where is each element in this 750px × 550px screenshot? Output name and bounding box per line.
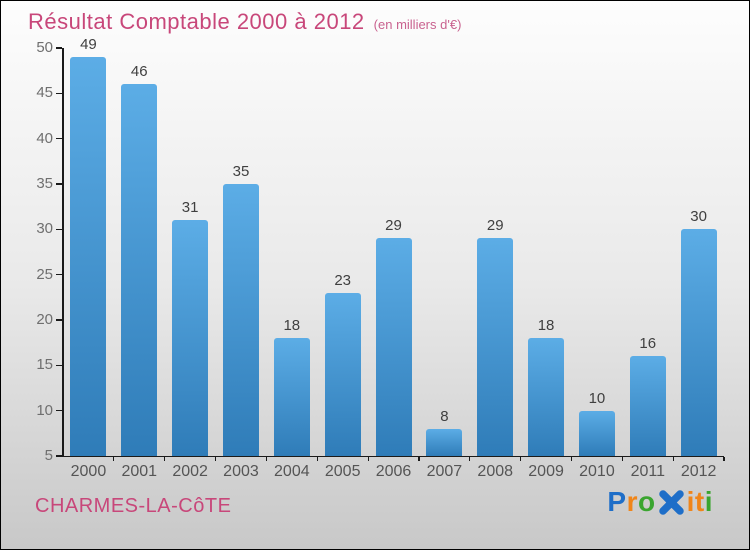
bar-value-label-2002: 31	[181, 199, 199, 217]
x-tick	[570, 457, 573, 461]
x-category-label-2012: 2012	[680, 463, 717, 480]
bar-value-label-2005: 23	[334, 271, 352, 289]
logo-letter-r: r	[626, 486, 638, 517]
y-tick-label-25: 25	[36, 265, 53, 283]
x-tick	[265, 457, 267, 461]
y-tick-label-30: 30	[36, 220, 53, 238]
x-tick	[316, 457, 318, 461]
y-tick-label-10: 10	[36, 401, 53, 419]
bar-2002	[172, 220, 209, 456]
x-category-label-2005: 2005	[324, 463, 361, 480]
bar-2009	[528, 338, 565, 456]
logo-letter-i: i	[686, 486, 695, 517]
x-tick	[520, 457, 522, 461]
x-category-label-2001: 2001	[121, 463, 158, 480]
chart-subtitle: (en milliers d'€)	[373, 17, 462, 32]
y-tick-label-50: 50	[36, 39, 53, 56]
bar-value-label-2011: 16	[639, 335, 657, 353]
y-tick	[56, 47, 62, 49]
x-category-label-2002: 2002	[172, 463, 208, 480]
bar-value-label-2006: 29	[385, 217, 402, 235]
logo-letter-t: t	[694, 486, 705, 517]
x-tick	[723, 457, 725, 461]
proxiti-x-icon	[658, 489, 684, 515]
x-tick	[469, 457, 471, 461]
x-category-label-2011: 2011	[630, 463, 665, 480]
x-category-label-2007: 2007	[426, 463, 463, 480]
bar-2005	[324, 292, 361, 456]
x-category-label-2006: 2006	[375, 463, 412, 480]
bar-2003	[222, 184, 259, 456]
x-category-label-2010: 2010	[579, 463, 615, 480]
bar-value-label-2009: 18	[537, 317, 555, 335]
x-tick	[164, 457, 166, 461]
x-tick	[214, 457, 217, 461]
y-tick	[56, 364, 62, 366]
x-category-label-2000: 2000	[70, 463, 107, 480]
x-tick	[621, 457, 623, 461]
x-category-label-2004: 2004	[274, 463, 310, 480]
bar-2007	[426, 428, 463, 456]
bar-value-label-2003: 35	[232, 163, 250, 180]
bar-value-label-2010: 10	[588, 389, 606, 407]
bar-2001	[121, 84, 158, 456]
x-category-label-2003: 2003	[223, 463, 259, 480]
chart-title-row: Résultat Comptable 2000 à 2012 (en millie…	[28, 9, 461, 35]
y-tick-label-45: 45	[36, 84, 53, 102]
y-tick-label-20: 20	[36, 311, 53, 328]
x-category-label-2008: 2008	[477, 463, 514, 480]
bar-2010	[578, 410, 615, 456]
x-tick	[672, 457, 674, 461]
y-tick	[56, 410, 62, 412]
y-tick	[56, 183, 62, 185]
bar-2012	[680, 229, 717, 456]
logo-letter-i: i	[704, 486, 713, 517]
y-tick	[56, 92, 62, 94]
y-tick-label-40: 40	[36, 129, 53, 147]
y-tick-label-35: 35	[36, 175, 53, 192]
x-tick	[113, 457, 115, 461]
bar-value-label-2008: 29	[486, 217, 504, 235]
bar-2000	[70, 57, 107, 456]
bar-2011	[629, 356, 666, 456]
bar-value-label-2004: 18	[283, 317, 301, 335]
bar-value-label-2007: 8	[440, 407, 449, 425]
commune-name: CHARMES-LA-CôTE	[35, 495, 232, 517]
y-tick-label-15: 15	[36, 356, 53, 374]
y-tick	[56, 455, 62, 457]
bar-2004	[273, 338, 310, 456]
y-tick	[56, 274, 62, 276]
y-tick	[56, 228, 62, 230]
bar-value-label-2000: 49	[80, 36, 97, 54]
y-tick-label-5: 5	[44, 447, 53, 464]
y-tick	[56, 319, 62, 321]
bar-value-label-2001: 46	[130, 63, 148, 81]
logo-letter-P: P	[607, 486, 627, 517]
bar-2008	[477, 238, 514, 456]
x-category-label-2009: 2009	[528, 463, 564, 480]
logo-letter-o: o	[638, 486, 656, 517]
bar-2006	[375, 238, 412, 456]
chart-title: Résultat Comptable 2000 à 2012	[28, 9, 365, 34]
x-axis-line	[62, 455, 725, 457]
x-tick	[367, 457, 369, 461]
y-tick	[56, 138, 62, 140]
bar-value-label-2012: 30	[690, 208, 707, 226]
y-axis-line	[62, 48, 64, 456]
x-tick	[418, 457, 420, 461]
